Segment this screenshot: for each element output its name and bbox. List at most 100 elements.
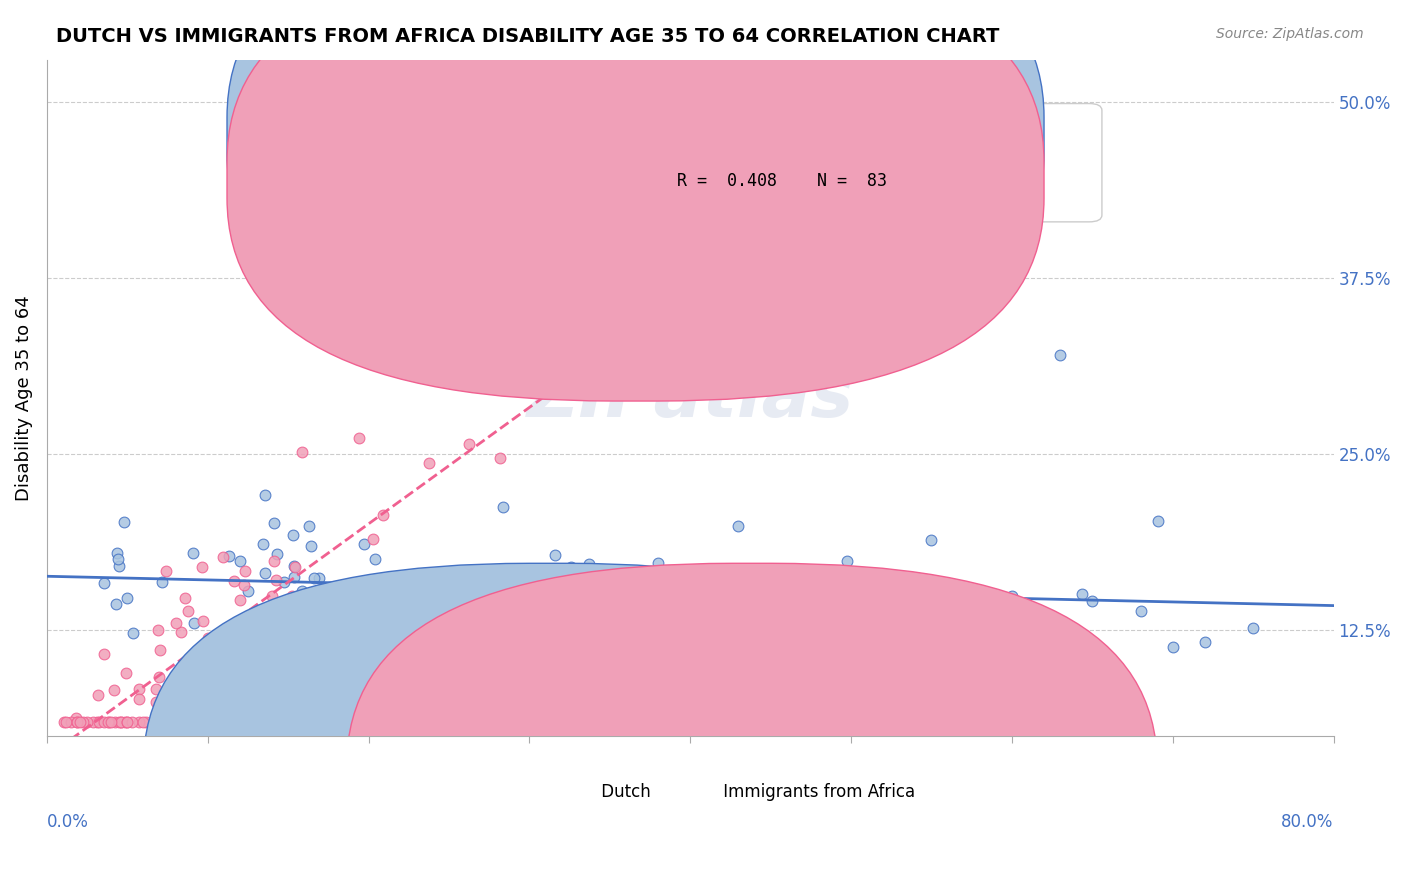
Point — [385, 639, 408, 653]
Point — [233, 578, 256, 592]
Point — [197, 675, 219, 690]
Point — [364, 552, 387, 566]
Text: ZIPatlas: ZIPatlas — [526, 363, 853, 432]
Point — [222, 665, 245, 680]
Point — [571, 629, 593, 643]
Point — [489, 451, 512, 466]
Point — [285, 599, 308, 613]
Point — [115, 591, 138, 606]
Point — [758, 574, 780, 589]
Point — [104, 714, 127, 729]
Point — [82, 714, 104, 729]
Point — [93, 575, 115, 590]
Point — [823, 617, 845, 632]
Point — [273, 574, 295, 589]
Point — [645, 615, 668, 630]
Point — [582, 604, 605, 618]
Point — [1049, 348, 1071, 362]
Point — [112, 516, 135, 530]
Point — [630, 576, 652, 591]
Point — [1064, 623, 1087, 637]
Point — [353, 536, 375, 550]
Point — [302, 571, 325, 585]
Text: R = -0.027    N = 108: R = -0.027 N = 108 — [678, 121, 887, 139]
Point — [284, 560, 307, 574]
Point — [492, 628, 515, 642]
Point — [193, 614, 215, 628]
Point — [491, 380, 513, 394]
Point — [432, 569, 454, 583]
Point — [163, 714, 186, 729]
Point — [800, 656, 823, 670]
Point — [451, 620, 474, 634]
Point — [53, 714, 76, 729]
Point — [145, 695, 167, 709]
Point — [229, 593, 252, 607]
Point — [146, 623, 169, 637]
Point — [201, 682, 224, 697]
Point — [108, 714, 131, 729]
Point — [288, 597, 311, 611]
Point — [110, 714, 132, 729]
Point — [181, 662, 204, 676]
Point — [813, 607, 835, 622]
Point — [457, 437, 479, 451]
Point — [149, 642, 172, 657]
Point — [801, 601, 824, 615]
Point — [599, 208, 621, 222]
Point — [1241, 621, 1264, 635]
Point — [578, 557, 600, 571]
Point — [835, 554, 858, 568]
Point — [55, 714, 77, 729]
Point — [253, 566, 276, 580]
Point — [104, 597, 127, 611]
Point — [87, 714, 110, 729]
Point — [298, 518, 321, 533]
Point — [66, 714, 89, 729]
Point — [155, 564, 177, 578]
FancyBboxPatch shape — [588, 103, 1102, 222]
Point — [86, 714, 108, 729]
Point — [572, 582, 595, 597]
Point — [117, 714, 139, 729]
Point — [121, 714, 143, 729]
Point — [478, 658, 501, 673]
Point — [150, 574, 173, 589]
Point — [229, 553, 252, 567]
Point — [754, 614, 776, 628]
Point — [108, 558, 131, 573]
Point — [308, 571, 330, 585]
Point — [128, 714, 150, 729]
Point — [145, 681, 167, 696]
Point — [87, 688, 110, 702]
Point — [418, 661, 440, 675]
Point — [202, 662, 225, 676]
Point — [302, 659, 325, 673]
Point — [727, 518, 749, 533]
Point — [776, 578, 799, 592]
Point — [114, 665, 136, 680]
Point — [1161, 640, 1184, 654]
Text: Source: ZipAtlas.com: Source: ZipAtlas.com — [1216, 27, 1364, 41]
Point — [363, 533, 385, 547]
Point — [544, 548, 567, 562]
Point — [560, 560, 582, 574]
Point — [176, 657, 198, 672]
Point — [107, 551, 129, 566]
Point — [174, 591, 197, 605]
Point — [616, 634, 638, 648]
Point — [846, 608, 869, 623]
Point — [236, 584, 259, 599]
Point — [404, 567, 426, 582]
Point — [110, 714, 132, 729]
Point — [689, 596, 711, 610]
Point — [669, 628, 692, 642]
Point — [115, 714, 138, 729]
Point — [1081, 594, 1104, 608]
Point — [183, 681, 205, 696]
Point — [256, 612, 278, 626]
Point — [181, 546, 204, 560]
FancyBboxPatch shape — [347, 563, 1157, 892]
Point — [283, 528, 305, 542]
Point — [177, 604, 200, 618]
